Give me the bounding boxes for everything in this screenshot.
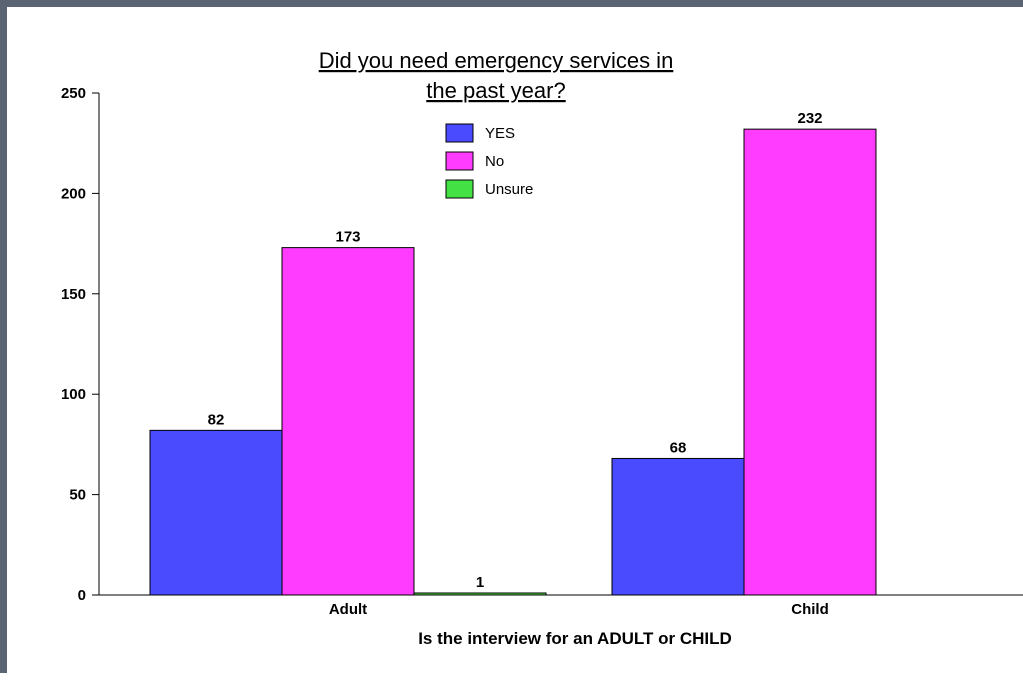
x-axis-title: Is the interview for an ADULT or CHILD xyxy=(418,629,732,648)
bar-value-label: 68 xyxy=(670,439,687,456)
legend-swatch xyxy=(445,151,474,171)
x-tick-label: Adult xyxy=(329,601,367,618)
legend: YES No Unsure xyxy=(445,123,533,199)
y-tick-label: 0 xyxy=(78,587,86,604)
y-tick-label: 250 xyxy=(61,85,86,102)
bars xyxy=(149,128,877,596)
legend-label: Unsure xyxy=(485,181,533,198)
x-tick-label: Child xyxy=(791,601,829,618)
legend-swatch xyxy=(445,179,474,199)
y-tick-label: 200 xyxy=(61,185,86,202)
bar-value-label: 1 xyxy=(476,574,484,591)
bar-value-label: 232 xyxy=(797,110,822,127)
chart-title: Did you need emergency services in the p… xyxy=(319,48,674,103)
bar-chart: Did you need emergency services in the p… xyxy=(61,48,1023,648)
bar-value-label: 173 xyxy=(335,229,360,246)
bar-yes-child xyxy=(611,457,745,596)
bar-no-child xyxy=(743,128,877,596)
legend-swatch xyxy=(445,123,474,143)
x-axis: Adult Child xyxy=(99,594,1023,618)
y-tick-label: 50 xyxy=(69,487,86,504)
value-labels: 82 173 1 68 232 xyxy=(208,110,823,591)
y-axis: 0 50 100 150 200 250 xyxy=(61,85,100,604)
chart-title-line-1: Did you need emergency services in xyxy=(319,48,674,73)
bar-unsure-adult xyxy=(413,592,547,596)
y-tick-label: 150 xyxy=(61,286,86,303)
legend-label: YES xyxy=(485,125,515,142)
y-tick-label: 100 xyxy=(61,386,86,403)
bar-no-adult xyxy=(281,247,415,596)
legend-label: No xyxy=(485,153,504,170)
bar-value-label: 82 xyxy=(208,411,225,428)
chart-title-line-2: the past year? xyxy=(426,78,565,103)
bar-yes-adult xyxy=(149,429,283,596)
